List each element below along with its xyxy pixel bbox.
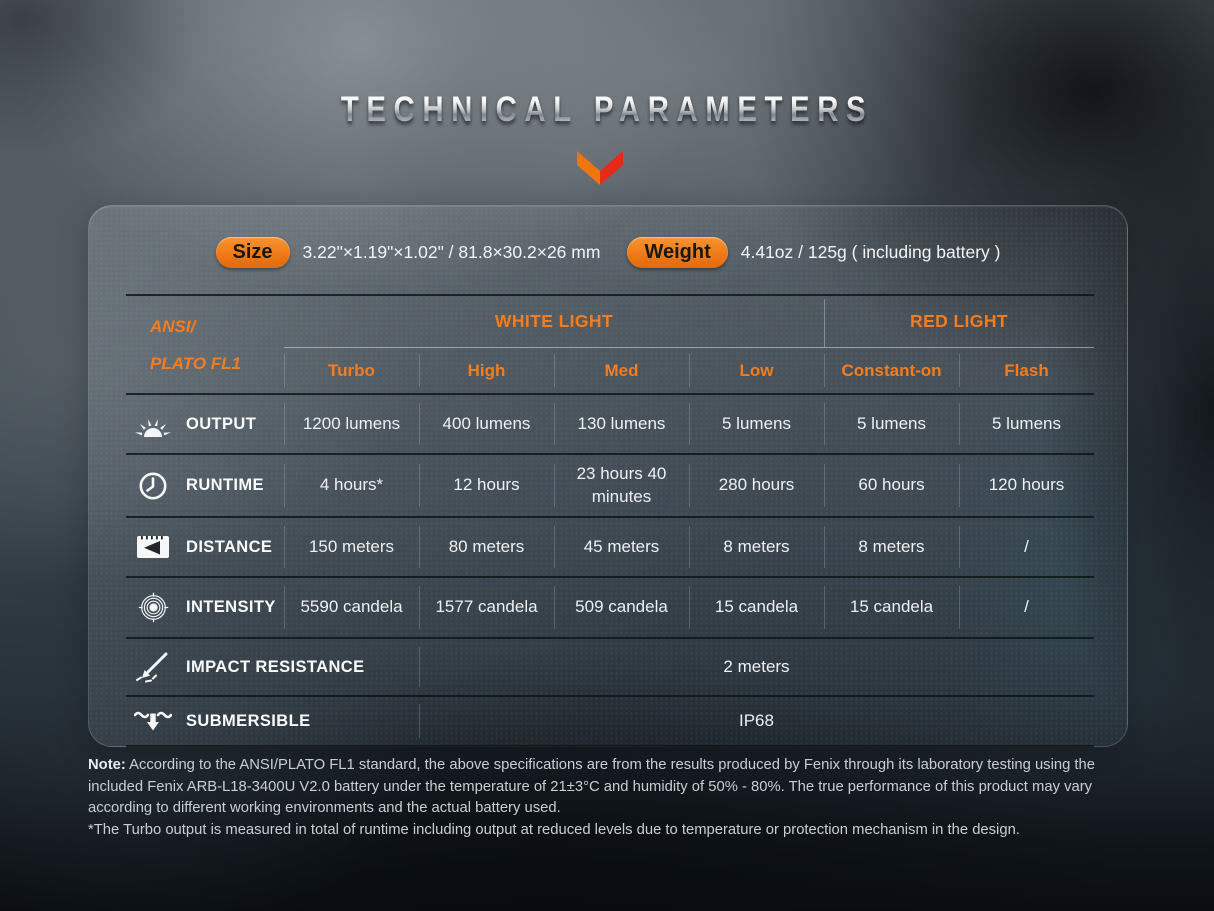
output-turbo: 1200 lumens xyxy=(284,393,419,453)
row-label-impact-resistance-text: IMPACT RESISTANCE xyxy=(186,657,365,676)
intensity-turbo: 5590 candela xyxy=(284,576,419,637)
spec-panel: Size 3.22"×1.19"×1.02" / 81.8×30.2×26 mm… xyxy=(88,205,1128,747)
standard-label-line1: ANSI/ xyxy=(150,317,196,336)
runtime-flash: 120 hours xyxy=(959,453,1094,516)
output-low: 5 lumens xyxy=(689,393,824,453)
runtime-constant-on: 60 hours xyxy=(824,453,959,516)
intensity-flash: / xyxy=(959,576,1094,637)
intensity-med: 509 candela xyxy=(554,576,689,637)
runtime-turbo: 4 hours* xyxy=(284,453,419,516)
chevron-down-icon xyxy=(577,151,623,185)
mode-header-constant-on: Constant-on xyxy=(824,348,959,393)
output-high: 400 lumens xyxy=(419,393,554,453)
distance-constant-on: 8 meters xyxy=(824,516,959,576)
row-label-intensity-text: INTENSITY xyxy=(186,598,276,616)
row-label-intensity: INTENSITY xyxy=(126,576,284,637)
size-weight-row: Size 3.22"×1.19"×1.02" / 81.8×30.2×26 mm… xyxy=(89,237,1127,268)
row-label-output-text: OUTPUT xyxy=(186,414,257,433)
impact-resistance-value: 2 meters xyxy=(419,637,1094,695)
runtime-high: 12 hours xyxy=(419,453,554,516)
distance-icon xyxy=(130,535,176,559)
intensity-high: 1577 candela xyxy=(419,576,554,637)
row-label-distance-text: DISTANCE xyxy=(186,537,273,556)
footnote: Note: According to the ANSI/PLATO FL1 st… xyxy=(88,755,1129,841)
row-label-runtime-text: RUNTIME xyxy=(186,476,264,494)
mode-header-flash: Flash xyxy=(959,348,1094,393)
mode-header-med: Med xyxy=(554,348,689,393)
row-label-distance: DISTANCE xyxy=(126,516,284,576)
footnote-body: According to the ANSI/PLATO FL1 standard… xyxy=(88,757,1095,816)
distance-high: 80 meters xyxy=(419,516,554,576)
footnote-turbo: *The Turbo output is measured in total o… xyxy=(88,821,1020,838)
standard-label-line2: PLATO FL1 xyxy=(150,354,241,373)
weight-value: 4.41oz / 125g ( including battery ) xyxy=(740,242,1001,262)
impact-resistance-icon xyxy=(130,651,176,683)
distance-med: 45 meters xyxy=(554,516,689,576)
row-label-output: OUTPUT xyxy=(126,393,284,453)
runtime-med: 23 hours 40 minutes xyxy=(554,453,689,516)
runtime-icon xyxy=(130,471,176,501)
footnote-label: Note: xyxy=(88,757,126,773)
output-constant-on: 5 lumens xyxy=(824,393,959,453)
standard-label: ANSI/ PLATO FL1 xyxy=(126,296,284,393)
distance-low: 8 meters xyxy=(689,516,824,576)
row-label-submersible-text: SUBMERSIBLE xyxy=(186,711,311,730)
footnote-main: Note: According to the ANSI/PLATO FL1 st… xyxy=(88,755,1129,820)
size-badge: Size xyxy=(215,237,290,268)
row-label-impact-resistance: IMPACT RESISTANCE xyxy=(126,637,419,695)
distance-flash: / xyxy=(959,516,1094,576)
output-flash: 5 lumens xyxy=(959,393,1094,453)
row-label-runtime: RUNTIME xyxy=(126,453,284,516)
page-title: TECHNICAL PARAMETERS xyxy=(97,90,1117,130)
row-label-submersible: SUBMERSIBLE xyxy=(126,695,419,745)
submersible-icon xyxy=(130,708,176,734)
mode-header-low: Low xyxy=(689,348,824,393)
intensity-low: 15 candela xyxy=(689,576,824,637)
size-value: 3.22"×1.19"×1.02" / 81.8×30.2×26 mm xyxy=(302,242,601,262)
submersible-value: IP68 xyxy=(419,695,1094,745)
mode-header-high: High xyxy=(419,348,554,393)
red-light-group-header: RED LIGHT xyxy=(824,296,1094,348)
output-icon xyxy=(130,411,176,438)
weight-badge: Weight xyxy=(627,237,728,268)
white-light-group-header: WHITE LIGHT xyxy=(284,296,824,348)
parameters-table: ANSI/ PLATO FL1 WHITE LIGHT RED LIGHT Tu… xyxy=(126,294,1094,747)
intensity-icon xyxy=(130,592,176,623)
mode-header-turbo: Turbo xyxy=(284,348,419,393)
runtime-low: 280 hours xyxy=(689,453,824,516)
distance-turbo: 150 meters xyxy=(284,516,419,576)
intensity-constant-on: 15 candela xyxy=(824,576,959,637)
output-med: 130 lumens xyxy=(554,393,689,453)
